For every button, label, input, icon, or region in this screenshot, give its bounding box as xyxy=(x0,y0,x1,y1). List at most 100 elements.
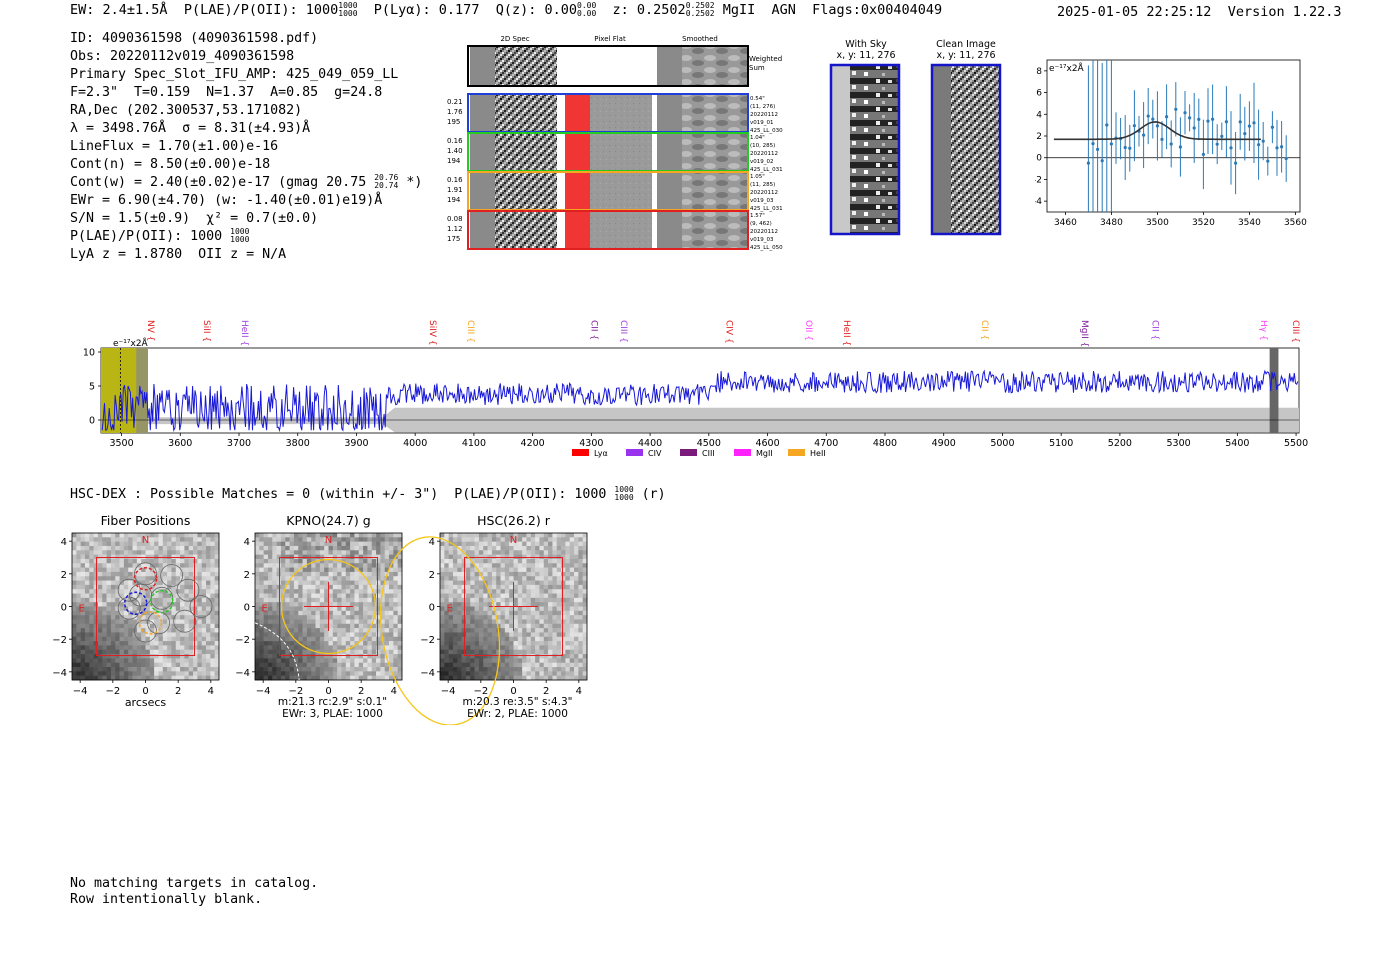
spectrum-xtick-label: 4000 xyxy=(403,438,427,449)
cutout-left-stat: 1.91 xyxy=(447,186,463,194)
zoom-point xyxy=(1174,107,1178,111)
fiber-circle-highlight xyxy=(133,566,158,591)
plae-frac-hi: 1000 xyxy=(338,1,358,10)
spectrum-xtick-label: 3900 xyxy=(344,438,368,449)
imaging-caption: m:21.3 rc:2.9" s:0.1" xyxy=(278,696,387,708)
line-marker-label: NV { xyxy=(145,320,155,341)
imaging-xtick-label: −2 xyxy=(473,686,488,697)
cutout-left-stat: 175 xyxy=(447,235,460,243)
zoom-xtick-label: 3500 xyxy=(1146,218,1169,228)
cutout-left-stat: 1.40 xyxy=(447,147,463,155)
compass-north: N xyxy=(510,535,517,546)
info-radec: RA,Dec (202.300537,53.171082) xyxy=(70,103,303,118)
zoom-fit-curve xyxy=(1053,121,1261,141)
info-plae-frac-hi: 1000 xyxy=(230,227,250,236)
zoom-point xyxy=(1165,115,1169,119)
cutout-right-meta: (10, 285) xyxy=(750,143,775,149)
spectrum-xtick-label: 3700 xyxy=(227,438,251,449)
zoom-point xyxy=(1247,124,1251,128)
zoom-point xyxy=(1155,124,1159,128)
zoom-point xyxy=(1201,152,1205,157)
spectrum-xtick-label: 3600 xyxy=(168,438,192,449)
spectrum-xtick-label: 4800 xyxy=(873,438,897,449)
contw-end: *) xyxy=(398,175,423,190)
zoom-point xyxy=(1266,159,1270,163)
cutout-right-meta: 1.05" xyxy=(750,174,765,180)
hsc-frac-hi: 1000 xyxy=(614,485,634,494)
info-lya: LyA z = 1.8780 OII z = N/A xyxy=(70,247,287,262)
spectrum-xtick-label: 5000 xyxy=(990,438,1014,449)
cutout-right-meta: v019_01 xyxy=(750,120,774,126)
spectrum-xtick-label: 5200 xyxy=(1108,438,1132,449)
zoom-point xyxy=(1146,114,1150,118)
spectrum-xtick-label: 5100 xyxy=(1049,438,1073,449)
cutout-row: 0.08 1.12 175 1.57" (9, 462) 20220112 v019_03 4… xyxy=(447,210,783,251)
spectrum-ytick-label: 10 xyxy=(83,348,95,359)
cutout-right-meta: v019_02 xyxy=(750,159,774,165)
spectrum-xtick-label: 5400 xyxy=(1225,438,1249,449)
plae-fraction: 1000 1000 xyxy=(338,2,357,18)
legend-label: MgII xyxy=(756,449,773,458)
zoom-xtick-label: 3540 xyxy=(1238,218,1261,228)
imaging-caption: EWr: 3, PLAE: 1000 xyxy=(282,708,383,720)
col-header-pixelflat: Pixel Flat xyxy=(594,35,626,43)
contw-frac-lo: 20.74 xyxy=(374,181,399,190)
spectrum-xtick-label: 4300 xyxy=(579,438,603,449)
cutout-left-stat: 194 xyxy=(447,196,461,204)
imaging-ytick-label: 4 xyxy=(244,537,250,548)
hsc-suffix: (r) xyxy=(633,487,666,502)
spectrum-xtick-label: 4900 xyxy=(932,438,956,449)
detection-info: ID: 4090361598 (4090361598.pdf) Obs: 2022… xyxy=(70,30,422,264)
zoom-xtick-label: 3460 xyxy=(1054,218,1077,228)
fiber-cutouts: 2D Spec Pixel Flat Smoothed Weighted Sum… xyxy=(447,35,783,251)
info-primary: Primary Spec_Slot_IFU_AMP: 425_049_059_L… xyxy=(70,67,399,82)
zoom-ytick-label: -2 xyxy=(1035,175,1042,185)
info-contw: Cont(w) = 2.40(±0.02)e-17 (gmag 20.75 20… xyxy=(70,174,422,192)
zoom-ytick-label: 8 xyxy=(1036,67,1042,77)
fiber-circle xyxy=(134,619,157,643)
spectrum-xtick-label: 4500 xyxy=(697,438,721,449)
zoom-point xyxy=(1211,117,1215,121)
info-plae: P(LAE)/P(OII): 1000 1000 1000 xyxy=(70,228,422,246)
fiber-circle xyxy=(176,578,200,602)
spectrum-unit-label: e⁻¹⁷x2Å xyxy=(113,337,149,349)
imaging-ytick-label: 2 xyxy=(429,570,435,581)
cutout-left-stat: 0.16 xyxy=(447,137,463,145)
zoom-point xyxy=(1188,116,1192,120)
zoom-point xyxy=(1100,159,1104,163)
legend-swatch xyxy=(734,449,751,456)
zoom-xtick-label: 3480 xyxy=(1100,218,1123,228)
imaging-ytick-label: −4 xyxy=(235,668,250,679)
imaging-ytick-label: 4 xyxy=(61,537,67,548)
hsc-fraction: 1000 1000 xyxy=(614,486,633,502)
cutout-right-meta: 1.04" xyxy=(750,135,765,141)
zoom-ytick-label: 4 xyxy=(1036,110,1042,120)
spectrum-xtick-label: 4600 xyxy=(755,438,779,449)
fiber-circle xyxy=(117,578,141,602)
fiber-circle xyxy=(117,596,141,620)
zoom-point xyxy=(1160,137,1164,142)
imaging-ytick-label: 0 xyxy=(244,603,250,614)
qz-fraction: 0.00 0.00 xyxy=(577,2,596,18)
fiber-circle-highlight xyxy=(123,591,148,615)
contw-frac-hi: 20.76 xyxy=(374,173,399,182)
info-lineflux: LineFlux = 1.70(±1.00)e-16 xyxy=(70,139,279,154)
aperture-box xyxy=(464,557,563,656)
zoom-point xyxy=(1142,133,1146,137)
plae-value: P(LAE)/P(OII): 1000 xyxy=(183,2,339,18)
zoom-point xyxy=(1123,145,1127,150)
timestamp-version: 2025-01-05 22:25:12 Version 1.22.3 xyxy=(1057,4,1342,20)
spectrum-xtick-label: 4400 xyxy=(638,438,662,449)
cutout-right-meta: (11, 285) xyxy=(750,182,775,188)
with-sky-coords: x, y: 11, 276 xyxy=(836,50,895,61)
imaging-xtick-label: −2 xyxy=(288,686,303,697)
zoom-axes: 3460 3480 3500 3520 3540 3560 8 6 4 2 0 -2 -4 xyxy=(1035,67,1307,228)
imaging-xtick-label: 2 xyxy=(175,686,181,697)
imaging-ytick-label: −2 xyxy=(235,635,250,646)
imaging-title: HSC(26.2) r xyxy=(477,513,551,528)
zoom-xtick-label: 3560 xyxy=(1284,218,1307,228)
zoom-ytick-label: 0 xyxy=(1036,154,1042,164)
aperture-box xyxy=(279,557,378,656)
cutout-right-meta: 20220112 xyxy=(750,151,778,157)
contw-fraction: 20.76 20.74 xyxy=(374,174,398,190)
